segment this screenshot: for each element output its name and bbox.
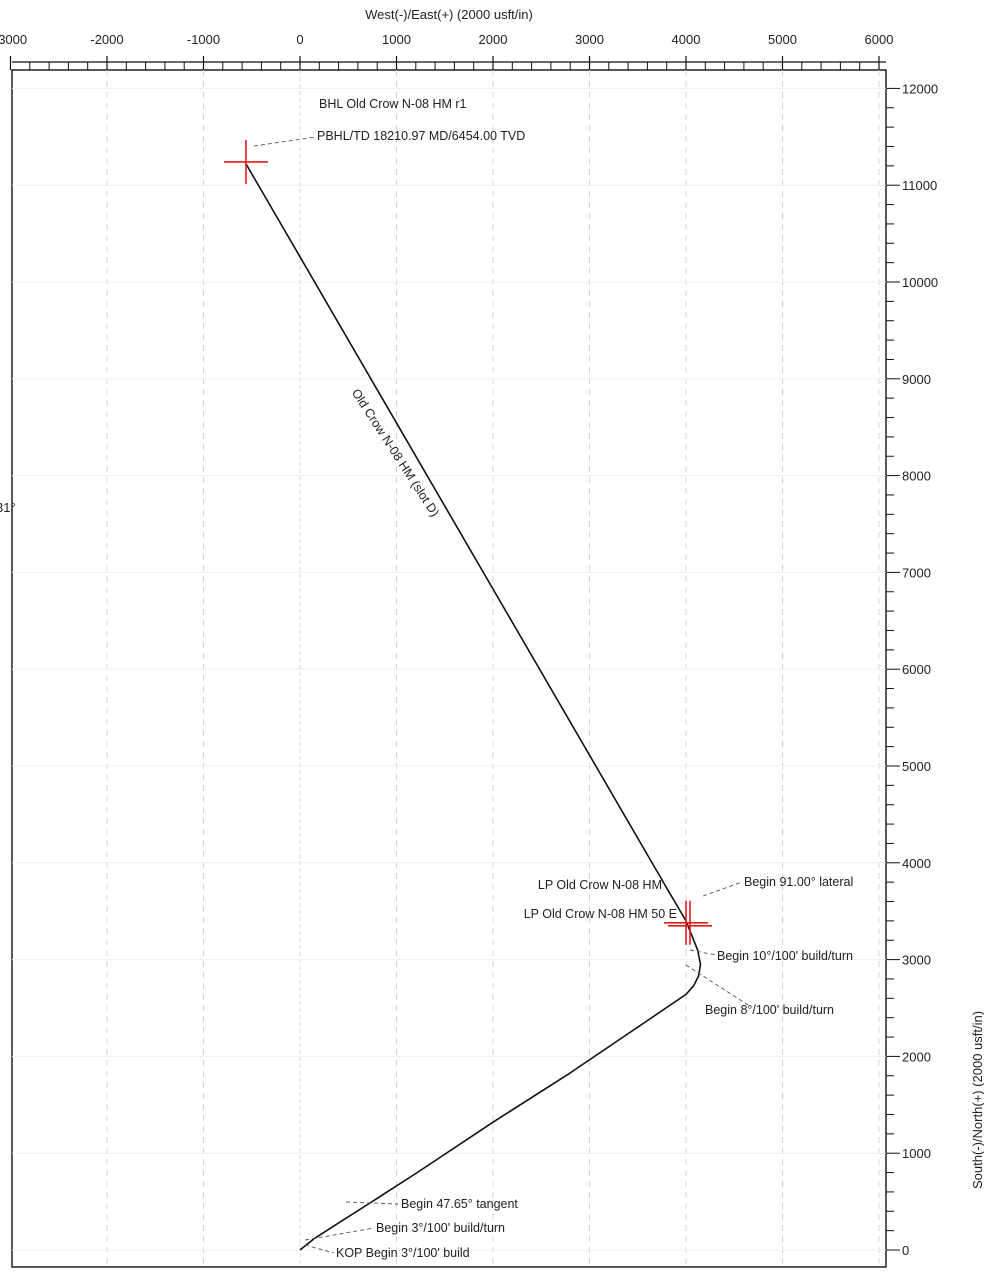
annotation-leader — [304, 1244, 335, 1254]
x-tick-label: 1000 — [382, 32, 411, 47]
y-tick-label: 8000 — [902, 469, 931, 484]
x-tick-label: 3000 — [575, 32, 604, 47]
annotation-leader — [685, 964, 749, 1006]
x-axis: -3000 -2000 -1000 0 1000 2000 3000 4000 5000 6000 — [0, 32, 893, 70]
x-tick-label: 6000 — [865, 32, 894, 47]
leader-lines — [253, 136, 749, 1254]
grid-lines — [12, 70, 886, 1267]
y-axis-label: South(-)/North(+) (2000 usft/in) — [970, 1011, 984, 1189]
series-layer — [245, 163, 702, 1251]
x-tick-label: -1000 — [187, 32, 220, 47]
y-tick-label: 0 — [902, 1243, 909, 1258]
annotation-leader — [702, 881, 743, 897]
annotation-begin-8-build-turn: Begin 8°/100' build/turn — [705, 1003, 834, 1017]
y-tick-label: 1000 — [902, 1146, 931, 1161]
series-label: Old Crow N-08 HM (slot D) — [349, 386, 442, 519]
y-axis: 0 1000 2000 3000 4000 5000 6000 7000 8000 9000 100… — [886, 81, 938, 1258]
x-tick-label: 5000 — [768, 32, 797, 47]
y-tick-label: 6000 — [902, 662, 931, 677]
annotation-pbhl-td: PBHL/TD 18210.97 MD/6454.00 TVD — [317, 129, 525, 143]
y-tick-label: 7000 — [902, 565, 931, 580]
y-tick-label: 5000 — [902, 759, 931, 774]
plot-frame — [11, 69, 887, 1268]
x-axis-label: West(-)/East(+) (2000 usft/in) — [365, 7, 533, 22]
x-tick-label: -3000 — [0, 32, 27, 47]
y-tick-label: 4000 — [902, 856, 931, 871]
x-tick-label: 4000 — [672, 32, 701, 47]
y-tick-label: 2000 — [902, 1049, 931, 1064]
y-tick-label: 12000 — [902, 81, 938, 96]
target-markers — [223, 139, 712, 945]
y-tick-label: 3000 — [902, 953, 931, 968]
annotation-begin-3-build-turn: Begin 3°/100' build/turn — [376, 1221, 505, 1235]
annotation-leader — [345, 1201, 399, 1205]
annotation-leader — [689, 949, 717, 956]
annotation-lp: LP Old Crow N-08 HM — [538, 878, 662, 892]
annotation-leader — [304, 1227, 375, 1241]
annotation-begin-lateral: Begin 91.00° lateral — [744, 875, 853, 889]
left-edge-label: 31° — [0, 500, 16, 515]
x-tick-label: 0 — [296, 32, 303, 47]
annotation-kop: KOP Begin 3°/100' build — [336, 1246, 470, 1260]
x-tick-label: -2000 — [90, 32, 123, 47]
annotation-begin-tangent: Begin 47.65° tangent — [401, 1197, 518, 1211]
annotation-leader — [253, 136, 317, 147]
x-tick-label: 2000 — [479, 32, 508, 47]
y-tick-label: 9000 — [902, 372, 931, 387]
y-tick-label: 11000 — [902, 178, 937, 193]
wellbore-path — [245, 163, 702, 1251]
annotation-bhl: BHL Old Crow N-08 HM r1 — [319, 97, 467, 111]
annotation-lp-50e: LP Old Crow N-08 HM 50 E — [524, 907, 677, 921]
annotation-begin-10-build-turn: Begin 10°/100' build/turn — [717, 949, 853, 963]
y-tick-label: 10000 — [902, 275, 938, 290]
